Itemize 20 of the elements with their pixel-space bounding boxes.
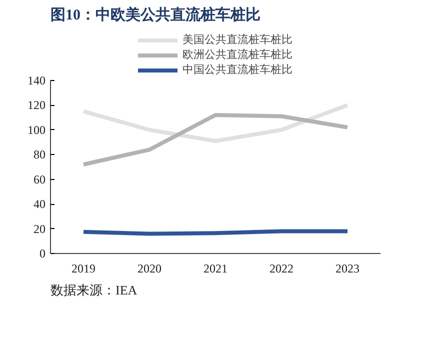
y-tick-label: 40 — [34, 197, 46, 212]
y-tick-label: 60 — [34, 172, 46, 186]
y-tick-label: 140 — [28, 73, 46, 88]
y-tick-label: 80 — [34, 148, 46, 162]
x-tick-label: 2021 — [204, 262, 228, 276]
source-note: 数据来源：IEA — [50, 282, 138, 298]
line-series — [82, 103, 350, 143]
x-tick-label: 2020 — [138, 262, 162, 276]
y-tick-label: 100 — [28, 122, 46, 137]
x-tick-label: 2022 — [270, 262, 294, 276]
line-series — [82, 113, 350, 166]
y-tick-label: 120 — [28, 98, 46, 112]
x-tick-label: 2019 — [72, 262, 96, 276]
legend-label: 欧洲公共直流桩车桩比 — [182, 48, 292, 62]
y-tick-label: 20 — [34, 222, 46, 236]
chart-title: 图10：中欧美公共直流桩车桩比 — [50, 6, 260, 24]
legend-label: 中国公共直流桩车桩比 — [182, 62, 292, 77]
legend-label: 美国公共直流桩车桩比 — [182, 32, 292, 47]
x-tick-label: 2023 — [336, 262, 360, 276]
y-tick-label: 0 — [40, 246, 46, 260]
